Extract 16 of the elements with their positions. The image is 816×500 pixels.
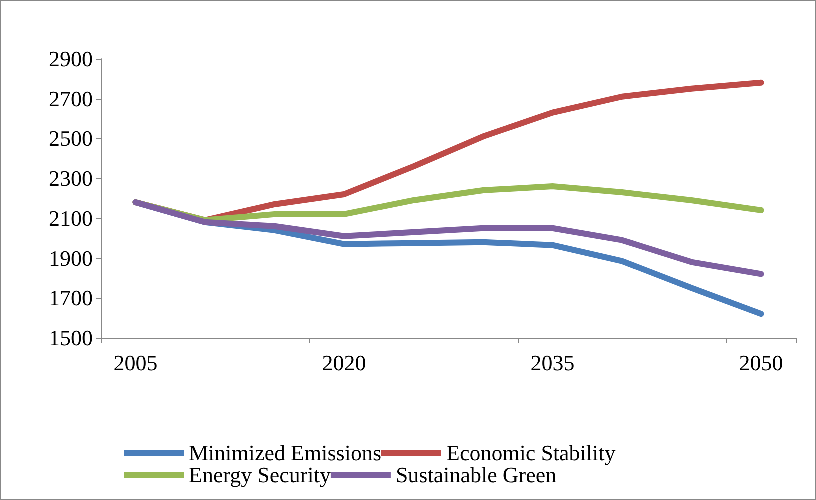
y-tick-label: 2500 bbox=[49, 126, 93, 152]
y-tick-label: 2700 bbox=[49, 86, 93, 112]
y-tick-label: 1500 bbox=[49, 326, 93, 350]
y-tick-label: 2300 bbox=[49, 166, 93, 192]
y-tick-label: 1700 bbox=[49, 286, 93, 311]
x-tick-label: 2035 bbox=[530, 350, 575, 376]
x-tick-label: 2050 bbox=[739, 350, 784, 376]
x-tick-label: 2005 bbox=[114, 350, 158, 376]
legend-label: Minimized Emissions bbox=[189, 440, 382, 466]
legend-label: Energy Security bbox=[189, 462, 331, 488]
y-tick-label: 2100 bbox=[49, 206, 93, 231]
y-tick-label: 1900 bbox=[49, 246, 93, 271]
legend-label: Economic Stability bbox=[446, 440, 616, 466]
y-tick-label: 2900 bbox=[49, 46, 93, 72]
legend-label: Sustainable Green bbox=[396, 462, 557, 488]
x-tick-label: 2020 bbox=[322, 350, 366, 376]
